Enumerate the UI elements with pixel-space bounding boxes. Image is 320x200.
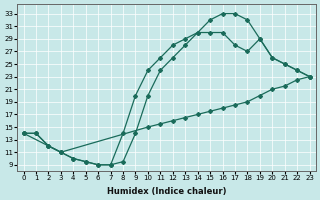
X-axis label: Humidex (Indice chaleur): Humidex (Indice chaleur) bbox=[107, 187, 226, 196]
